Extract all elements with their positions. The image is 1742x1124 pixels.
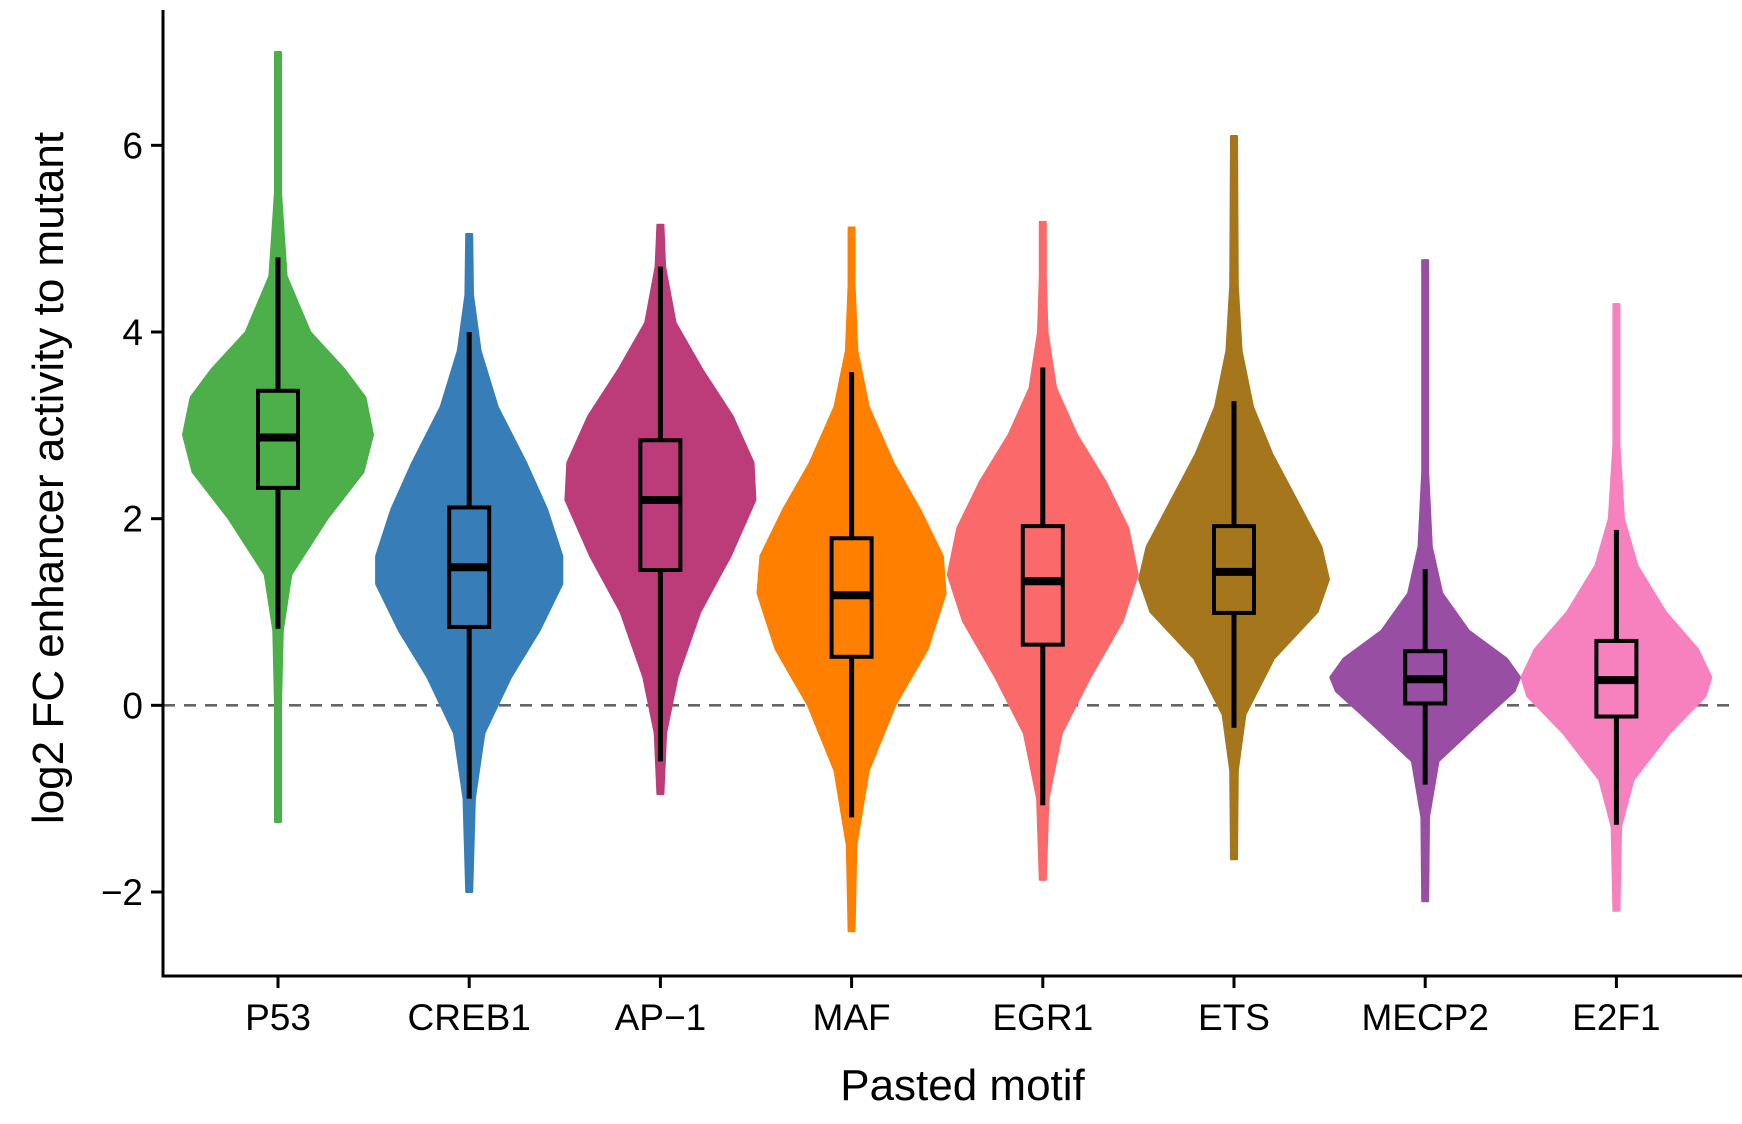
violin-group-6 — [1329, 259, 1522, 903]
violin-group-4 — [946, 220, 1139, 881]
x-tick-label: E2F1 — [1572, 997, 1660, 1038]
x-tick-label: EGR1 — [992, 997, 1093, 1038]
y-tick-label: 0 — [122, 685, 143, 726]
violin-group-2 — [564, 223, 757, 795]
axes-layer: P53 CREB1 AP−1 MAF EGR1 ETS MECP2 E2F1 −2 0 2 4 6 — [101, 10, 1742, 1038]
x-tick-label: ETS — [1198, 997, 1270, 1038]
x-tick-label: AP−1 — [615, 997, 707, 1038]
y-tick-label: −2 — [101, 872, 143, 913]
y-tick-label: 6 — [122, 125, 143, 166]
iqr-box — [638, 438, 683, 572]
x-axis-title: Pasted motif — [840, 1061, 1085, 1110]
x-tick-label: P53 — [245, 997, 311, 1038]
violin-group-7 — [1520, 303, 1713, 912]
y-tick-label: 2 — [122, 499, 143, 540]
violin-layer — [163, 51, 1732, 933]
violin-group-5 — [1138, 135, 1330, 861]
y-tick-label: 4 — [122, 312, 143, 353]
y-axis-title: log2 FC enhancer activity to mutant — [24, 132, 73, 824]
x-tick-label: MAF — [813, 997, 891, 1038]
violin-group-1 — [375, 233, 564, 893]
iqr-box — [1020, 524, 1065, 647]
x-tick-label: CREB1 — [408, 997, 531, 1038]
x-tick-label: MECP2 — [1361, 997, 1488, 1038]
violin-group-0 — [182, 51, 374, 823]
violin-group-3 — [756, 226, 947, 933]
